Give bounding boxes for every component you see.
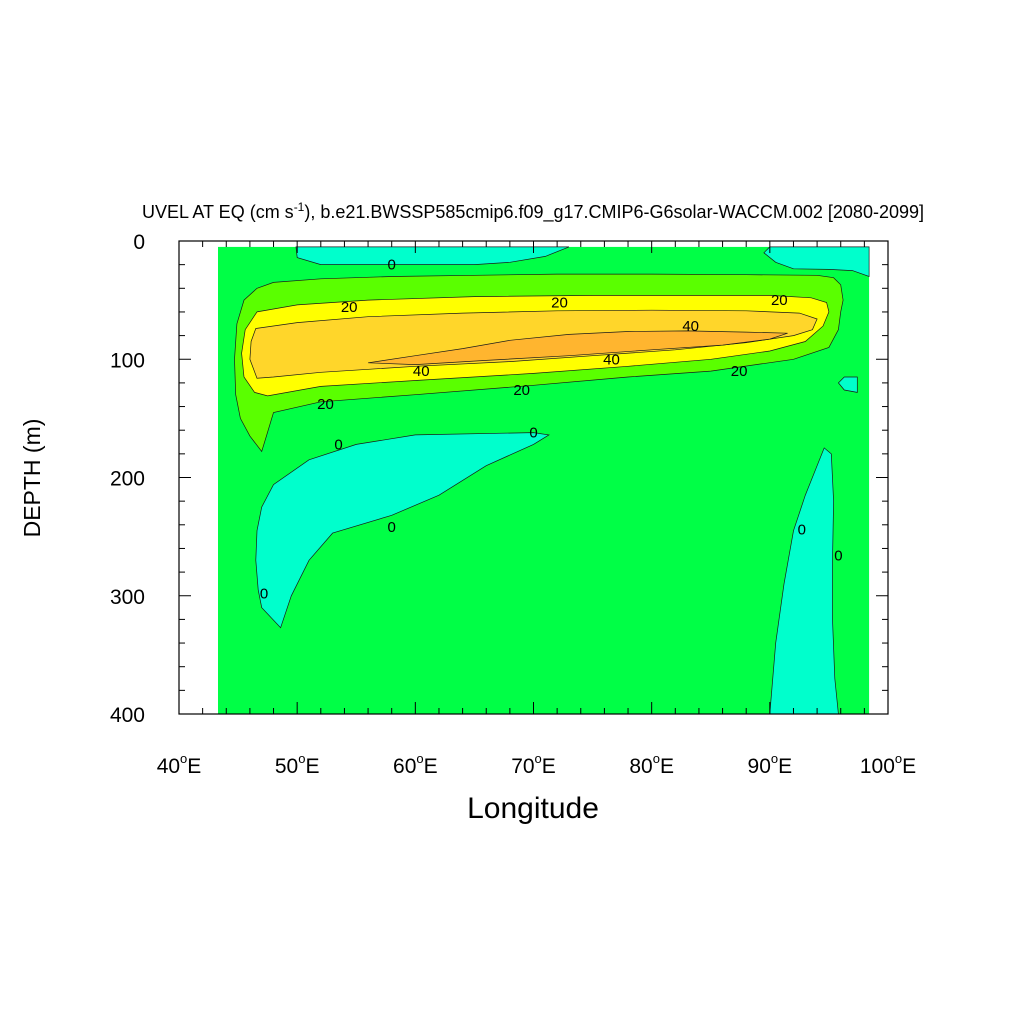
contour-label: 20 [551, 294, 568, 311]
x-tick-label: 90oE [748, 751, 793, 778]
contour-label: 0 [260, 585, 268, 602]
contour-label: 40 [413, 363, 430, 380]
contour-label: 20 [317, 396, 334, 413]
contour-labels: 0 0 0 0 0 0 0 20 20 20 20 20 20 40 40 40 [260, 257, 843, 603]
contour-label: 20 [731, 363, 748, 380]
axes: 40oE 50oE 60oE 70oE 80oE 90oE 100oE01002003004… [110, 231, 916, 778]
chart-title: UVEL AT EQ (cm s-1), b.e21.BWSSP585cmip6… [142, 200, 924, 223]
contour-region-negative-mid-left [255, 432, 550, 629]
x-tick-label: 40oE [157, 751, 202, 778]
x-tick-label: 100oE [860, 751, 916, 778]
y-tick-label: 400 [110, 704, 145, 727]
contour-label: 20 [513, 382, 530, 399]
y-tick-label: 200 [110, 468, 145, 491]
contour-region-negative-deep-right [769, 447, 839, 715]
y-tick-label: 300 [110, 586, 145, 609]
contour-region-negative-top [295, 246, 570, 265]
chart-title-suffix: ), b.e21.BWSSP585cmip6.f09_g17.CMIP6-G6s… [304, 202, 924, 223]
contour-label: 40 [603, 351, 620, 368]
contour-label: 20 [341, 299, 358, 316]
contour-label: 0 [388, 257, 396, 274]
contour-region-negative-right-edge [837, 376, 858, 393]
x-axis-label: Longitude [467, 792, 599, 825]
x-tick-label: 50oE [275, 751, 320, 778]
x-tick-label: 70oE [511, 751, 556, 778]
y-tick-label: 0 [133, 231, 145, 254]
chart-title-superscript: -1 [294, 200, 305, 214]
x-tick-label: 60oE [393, 751, 438, 778]
x-tick-label: 80oE [629, 751, 674, 778]
contour-label: 40 [682, 318, 699, 335]
chart-title-prefix: UVEL AT EQ (cm s [142, 202, 294, 222]
y-tick-label: 100 [110, 349, 145, 372]
contour-label: 0 [798, 522, 806, 539]
contour-region-positive-jet-40 [368, 330, 788, 365]
contour-label: 0 [834, 548, 842, 565]
contour-label: 20 [771, 292, 788, 309]
contour-region-negative-top-right [763, 246, 870, 277]
contour-label: 0 [529, 425, 537, 442]
contour-label: 0 [334, 436, 342, 453]
contour-label: 0 [388, 519, 396, 536]
y-axis-label: DEPTH (m) [19, 419, 45, 538]
contour-fills [217, 246, 870, 715]
